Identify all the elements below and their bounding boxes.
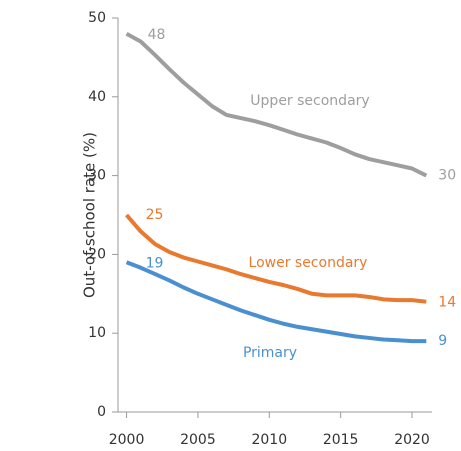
y-tick-label: 40 [88,89,106,105]
end-value-label: 9 [438,333,447,349]
x-tick-label: 2005 [180,432,216,448]
series-label: Upper secondary [250,93,369,109]
y-axis-label: Out-of-school rate (%) [81,132,99,298]
end-value-label: 30 [438,168,456,184]
end-value-label: 14 [438,295,456,311]
series-label: Primary [243,345,297,361]
y-tick-label: 10 [88,325,106,341]
x-tick-label: 2010 [251,432,287,448]
y-tick-label: 30 [88,168,106,184]
series-line [125,213,427,304]
y-tick-label: 20 [88,246,106,262]
start-value-label: 19 [146,255,164,271]
y-tick-label: 0 [97,404,106,420]
series-line [125,32,428,178]
series-line [125,260,427,344]
start-value-label: 48 [148,27,166,43]
x-tick-label: 2020 [394,432,430,448]
x-tick-label: 2015 [323,432,359,448]
y-tick-label: 50 [88,10,106,26]
series-label: Lower secondary [249,255,368,271]
x-tick-label: 2000 [109,432,145,448]
start-value-label: 25 [146,207,164,223]
